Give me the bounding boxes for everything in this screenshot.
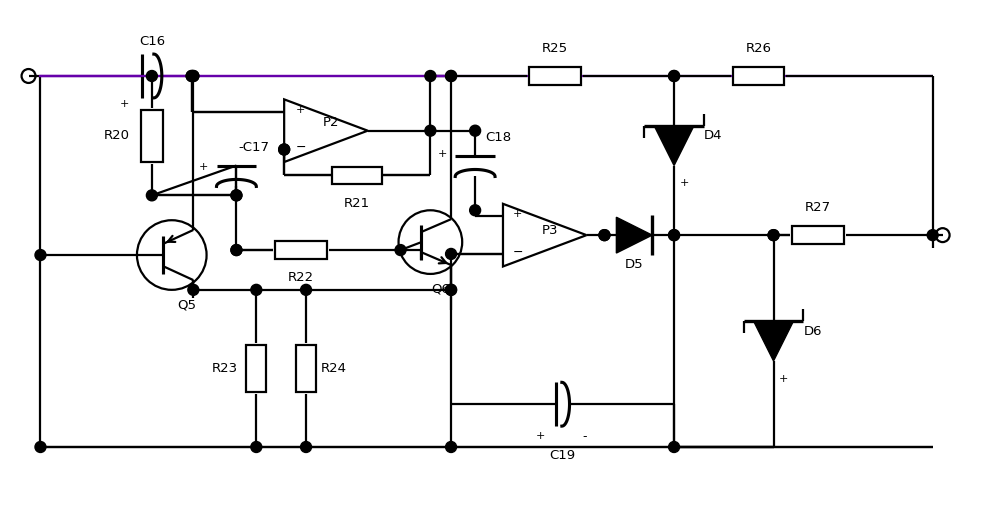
Circle shape (446, 441, 457, 452)
Circle shape (231, 244, 242, 255)
Bar (275, 241, 327, 259)
Bar (296, 345, 316, 392)
Polygon shape (616, 217, 652, 253)
Text: -C17: -C17 (238, 141, 269, 154)
Text: R20: R20 (104, 129, 130, 142)
Circle shape (669, 230, 680, 241)
Circle shape (599, 230, 610, 241)
Text: D4: D4 (704, 129, 722, 142)
Text: +: + (679, 178, 689, 188)
Text: Q6: Q6 (431, 282, 450, 295)
Circle shape (188, 71, 199, 82)
Circle shape (446, 249, 457, 259)
Text: D6: D6 (803, 324, 822, 337)
Circle shape (186, 71, 197, 82)
Text: -: - (582, 430, 587, 443)
Text: +: + (119, 99, 129, 109)
Text: C19: C19 (550, 449, 576, 462)
Polygon shape (654, 126, 694, 165)
Bar (792, 226, 844, 244)
Circle shape (446, 284, 457, 295)
Circle shape (186, 71, 197, 82)
Text: +: + (296, 105, 305, 115)
Circle shape (301, 284, 312, 295)
Text: P2: P2 (323, 116, 339, 129)
Text: R25: R25 (542, 42, 568, 55)
Circle shape (251, 441, 262, 452)
Circle shape (231, 190, 242, 201)
Circle shape (470, 125, 481, 136)
Text: +: + (438, 149, 447, 159)
Bar (733, 67, 784, 85)
Circle shape (446, 71, 457, 82)
Circle shape (301, 441, 312, 452)
Circle shape (188, 71, 199, 82)
Bar (529, 67, 581, 85)
Circle shape (669, 441, 680, 452)
Circle shape (146, 71, 157, 82)
Circle shape (251, 284, 262, 295)
Text: R24: R24 (321, 362, 347, 375)
Text: C18: C18 (485, 131, 511, 144)
Circle shape (599, 230, 610, 241)
Circle shape (425, 71, 436, 82)
Circle shape (146, 190, 157, 201)
Text: P3: P3 (541, 224, 558, 237)
Bar (246, 345, 266, 392)
Circle shape (279, 144, 290, 155)
Circle shape (231, 244, 242, 255)
Text: R23: R23 (211, 362, 238, 375)
Circle shape (470, 205, 481, 216)
Text: +: + (199, 162, 209, 173)
Text: C16: C16 (139, 35, 165, 48)
Circle shape (188, 284, 199, 295)
Circle shape (768, 230, 779, 241)
Circle shape (395, 244, 406, 255)
Circle shape (446, 284, 457, 295)
Text: D5: D5 (625, 258, 644, 271)
Circle shape (35, 441, 46, 452)
Circle shape (669, 71, 680, 82)
Text: R22: R22 (288, 271, 314, 284)
Text: R27: R27 (805, 201, 831, 214)
Text: R21: R21 (344, 197, 370, 210)
Circle shape (446, 71, 457, 82)
Circle shape (279, 144, 290, 155)
Text: R26: R26 (746, 42, 772, 55)
Circle shape (231, 190, 242, 201)
Bar (141, 110, 163, 162)
Polygon shape (754, 321, 793, 361)
Text: +: + (779, 374, 788, 384)
Bar (332, 166, 382, 185)
Text: −: − (296, 141, 307, 154)
Circle shape (669, 230, 680, 241)
Text: +: + (536, 431, 545, 441)
Circle shape (927, 230, 938, 241)
Circle shape (669, 71, 680, 82)
Text: −: − (513, 245, 523, 258)
Text: +: + (513, 210, 522, 219)
Circle shape (768, 230, 779, 241)
Circle shape (35, 250, 46, 261)
Text: Q5: Q5 (177, 298, 196, 311)
Circle shape (425, 125, 436, 136)
